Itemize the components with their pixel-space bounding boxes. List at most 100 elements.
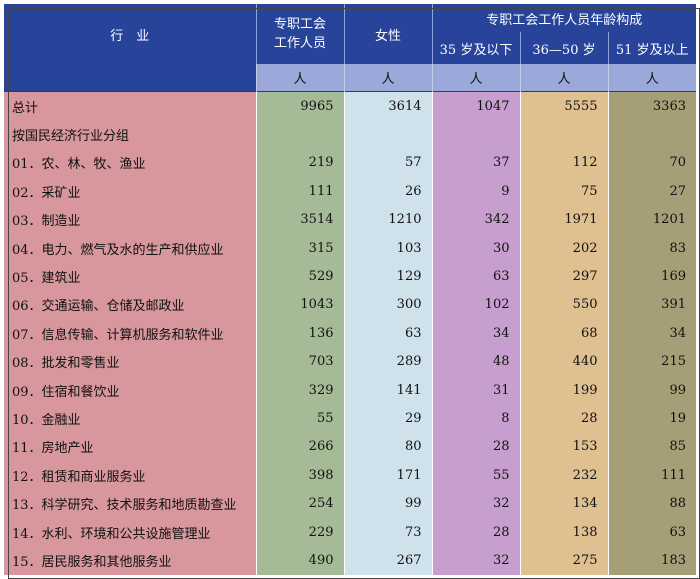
cell-age-36-50: 297 bbox=[520, 262, 609, 291]
row-label: 10．金融业 bbox=[4, 404, 257, 433]
cell-female: 3614 bbox=[344, 91, 433, 121]
cell-age-35-below: 55 bbox=[432, 461, 521, 490]
cell-full-time-staff: 229 bbox=[256, 517, 345, 547]
table-row: 14．水利、环境和公共设施管理业 229 73 28 138 63 bbox=[4, 517, 696, 547]
cell-age-36-50: 550 bbox=[520, 290, 609, 320]
unit-label: 人 bbox=[256, 64, 345, 92]
cell-full-time-staff: 529 bbox=[256, 262, 345, 291]
cell-age-51-above: 88 bbox=[608, 489, 696, 518]
cell-age-51-above: 1201 bbox=[608, 205, 696, 234]
cell-age-36-50: 202 bbox=[520, 233, 609, 263]
row-label: 03．制造业 bbox=[4, 205, 257, 234]
table-row: 10．金融业 55 29 8 28 19 bbox=[4, 404, 696, 433]
cell-age-35-below: 32 bbox=[432, 546, 521, 575]
cell-female: 289 bbox=[344, 347, 433, 376]
cell-female: 80 bbox=[344, 432, 433, 462]
cell-female: 73 bbox=[344, 517, 433, 547]
table-row: 01．农、林、牧、渔业 219 57 37 112 70 bbox=[4, 148, 696, 178]
row-label: 02．采矿业 bbox=[4, 177, 257, 206]
row-label: 13．科学研究、技术服务和地质勘查业 bbox=[4, 489, 257, 518]
cell-full-time-staff: 1043 bbox=[256, 290, 345, 320]
cell-full-time-staff: 219 bbox=[256, 148, 345, 178]
row-label: 12．租赁和商业服务业 bbox=[4, 461, 257, 490]
unit-label: 人 bbox=[608, 64, 696, 92]
cell-female bbox=[344, 120, 433, 149]
cell-age-51-above: 34 bbox=[608, 319, 696, 348]
unit-label: 人 bbox=[432, 64, 521, 92]
cell-age-51-above: 391 bbox=[608, 290, 696, 320]
row-label: 01．农、林、牧、渔业 bbox=[4, 148, 257, 178]
row-label: 14．水利、环境和公共设施管理业 bbox=[4, 517, 257, 547]
table-row: 05．建筑业 529 129 63 297 169 bbox=[4, 262, 696, 291]
row-label: 15．居民服务和其他服务业 bbox=[4, 546, 257, 575]
cell-age-51-above: 63 bbox=[608, 517, 696, 547]
row-label: 04．电力、燃气及水的生产和供应业 bbox=[4, 233, 257, 263]
cell-age-51-above: 215 bbox=[608, 347, 696, 376]
cell-age-35-below: 48 bbox=[432, 347, 521, 376]
cell-female: 26 bbox=[344, 177, 433, 206]
cell-age-51-above: 3363 bbox=[608, 91, 696, 121]
cell-full-time-staff: 111 bbox=[256, 177, 345, 206]
cell-age-36-50: 232 bbox=[520, 461, 609, 490]
cell-full-time-staff: 266 bbox=[256, 432, 345, 462]
cell-age-51-above bbox=[608, 120, 696, 149]
cell-female: 99 bbox=[344, 489, 433, 518]
cell-age-51-above: 85 bbox=[608, 432, 696, 462]
cell-age-36-50: 275 bbox=[520, 546, 609, 575]
cell-age-36-50: 75 bbox=[520, 177, 609, 206]
table-row: 按国民经济行业分组 bbox=[4, 120, 696, 149]
cell-age-35-below: 30 bbox=[432, 233, 521, 263]
union-staff-table: 行 业 专职工会 工作人员 女性 专职工会工作人员年龄构成 35 岁及以下 36… bbox=[4, 4, 696, 575]
cell-age-51-above: 83 bbox=[608, 233, 696, 263]
table-row: 11．房地产业 266 80 28 153 85 bbox=[4, 432, 696, 462]
cell-female: 29 bbox=[344, 404, 433, 433]
cell-age-36-50 bbox=[520, 120, 609, 149]
table-header: 行 业 专职工会 工作人员 女性 专职工会工作人员年龄构成 35 岁及以下 36… bbox=[4, 4, 696, 92]
cell-age-35-below: 102 bbox=[432, 290, 521, 320]
table-row: 总计 9965 3614 1047 5555 3363 bbox=[4, 91, 696, 121]
cell-age-36-50: 5555 bbox=[520, 91, 609, 121]
cell-age-51-above: 183 bbox=[608, 546, 696, 575]
cell-full-time-staff: 254 bbox=[256, 489, 345, 518]
cell-female: 171 bbox=[344, 461, 433, 490]
cell-female: 267 bbox=[344, 546, 433, 575]
cell-age-35-below bbox=[432, 120, 521, 149]
cell-age-35-below: 9 bbox=[432, 177, 521, 206]
cell-female: 141 bbox=[344, 375, 433, 405]
table-row: 08．批发和零售业 703 289 48 440 215 bbox=[4, 347, 696, 376]
cell-age-35-below: 28 bbox=[432, 517, 521, 547]
cell-full-time-staff: 3514 bbox=[256, 205, 345, 234]
row-label: 05．建筑业 bbox=[4, 262, 257, 291]
table-body: 总计 9965 3614 1047 5555 3363 按国民经济行业分组 01．农、林、牧、… bbox=[4, 91, 696, 575]
unit-label: 人 bbox=[520, 64, 609, 92]
header-female: 女性 bbox=[344, 4, 433, 64]
header-age-36-50: 36—50 岁 bbox=[520, 32, 609, 64]
cell-full-time-staff: 703 bbox=[256, 347, 345, 376]
table-row: 03．制造业 3514 1210 342 1971 1201 bbox=[4, 205, 696, 234]
header-unit-blank bbox=[4, 64, 257, 92]
cell-age-35-below: 1047 bbox=[432, 91, 521, 121]
header-full-time-staff: 专职工会 工作人员 bbox=[256, 4, 345, 64]
cell-female: 300 bbox=[344, 290, 433, 320]
cell-age-51-above: 27 bbox=[608, 177, 696, 206]
table-row: 04．电力、燃气及水的生产和供应业 315 103 30 202 83 bbox=[4, 233, 696, 263]
cell-full-time-staff: 315 bbox=[256, 233, 345, 263]
cell-full-time-staff: 9965 bbox=[256, 91, 345, 121]
cell-age-36-50: 134 bbox=[520, 489, 609, 518]
cell-age-35-below: 37 bbox=[432, 148, 521, 178]
cell-age-36-50: 112 bbox=[520, 148, 609, 178]
row-label: 11．房地产业 bbox=[4, 432, 257, 462]
cell-age-35-below: 34 bbox=[432, 319, 521, 348]
cell-age-51-above: 111 bbox=[608, 461, 696, 490]
table-row: 13．科学研究、技术服务和地质勘查业 254 99 32 134 88 bbox=[4, 489, 696, 518]
table-row: 06．交通运输、仓储及邮政业 1043 300 102 550 391 bbox=[4, 290, 696, 320]
table-row: 12．租赁和商业服务业 398 171 55 232 111 bbox=[4, 461, 696, 490]
header-age-35-below: 35 岁及以下 bbox=[432, 32, 521, 64]
row-label: 总计 bbox=[4, 91, 257, 121]
cell-age-36-50: 1971 bbox=[520, 205, 609, 234]
cell-age-36-50: 440 bbox=[520, 347, 609, 376]
cell-full-time-staff: 136 bbox=[256, 319, 345, 348]
cell-age-51-above: 169 bbox=[608, 262, 696, 291]
cell-female: 1210 bbox=[344, 205, 433, 234]
row-label: 按国民经济行业分组 bbox=[4, 120, 257, 149]
